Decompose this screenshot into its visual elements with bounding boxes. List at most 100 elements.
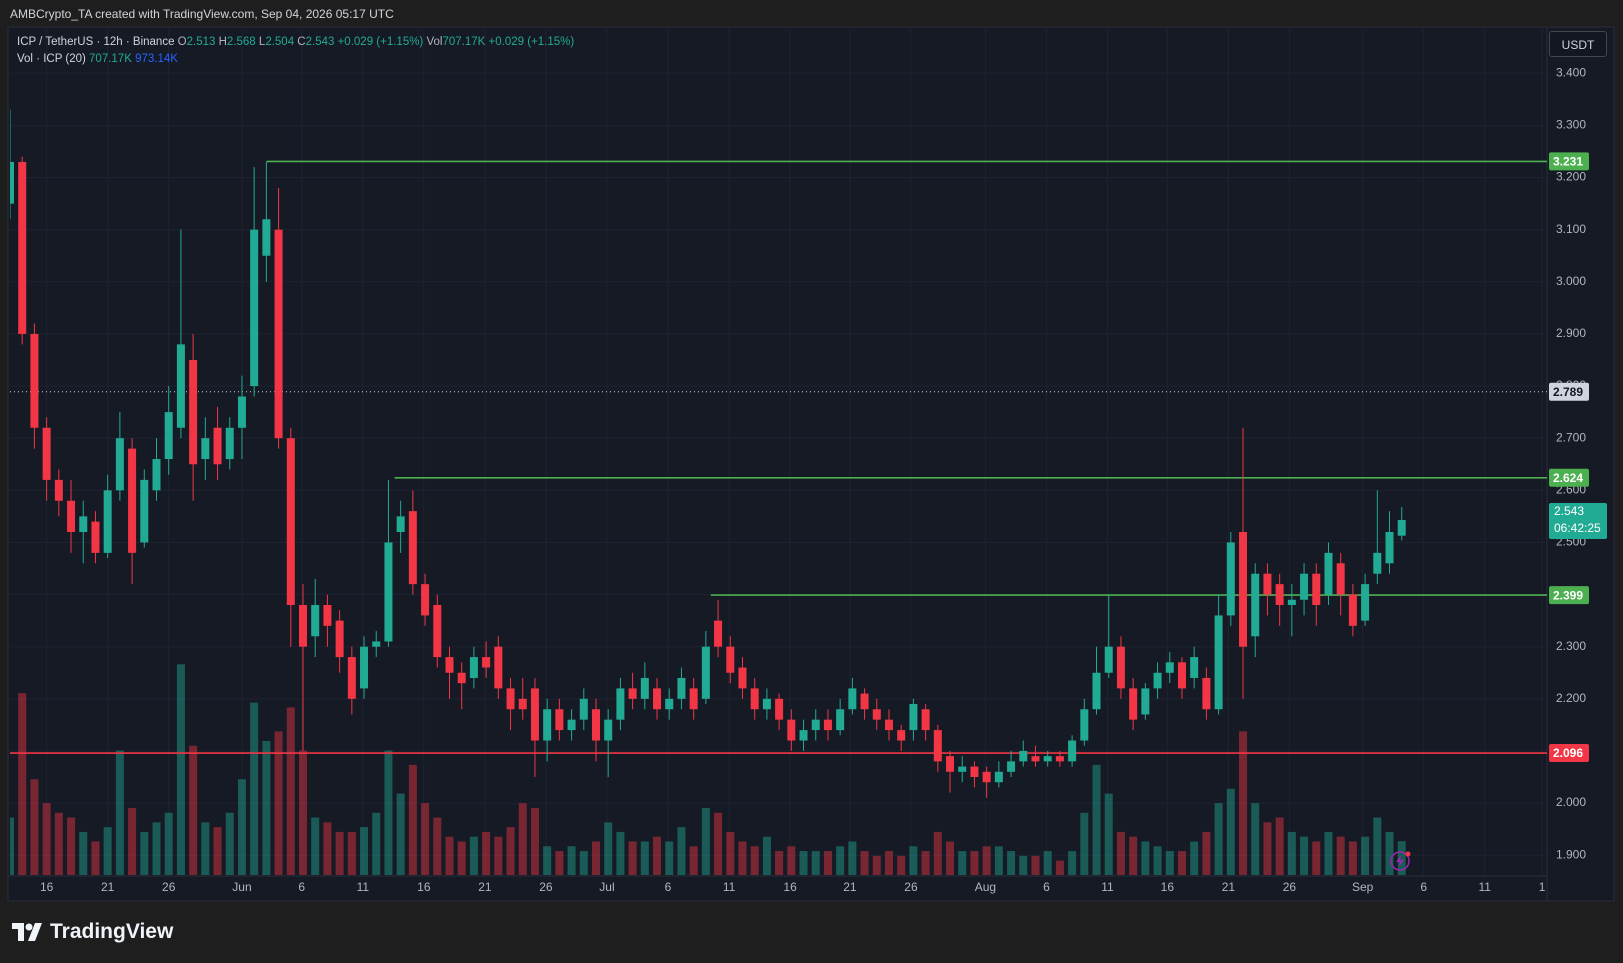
volume-bar <box>1104 793 1113 875</box>
volume-bar <box>543 846 552 875</box>
y-tick-label: 3.000 <box>1556 274 1586 288</box>
candle-body <box>616 688 625 720</box>
countdown: 06:42:25 <box>1554 521 1601 535</box>
y-tick-label: 3.100 <box>1556 222 1586 236</box>
x-tick-label: Sep <box>1352 880 1374 894</box>
price-tag <box>1549 503 1607 540</box>
volume-bar <box>433 817 442 875</box>
price-tag-label: 2.543 <box>1554 504 1584 518</box>
candle-body <box>1007 761 1016 772</box>
candle-body <box>884 719 893 731</box>
volume-bar <box>750 846 759 875</box>
volume-bar <box>1361 836 1370 875</box>
level-tag <box>1549 744 1589 763</box>
currency-button[interactable]: USDT <box>1549 31 1607 57</box>
candle-body <box>1312 573 1321 605</box>
candle-body <box>1177 662 1186 689</box>
volume-bar <box>140 831 149 875</box>
volume-bar <box>714 812 723 875</box>
candle-body <box>860 693 869 710</box>
x-tick-label: 21 <box>101 880 115 894</box>
volume-bar <box>994 846 1003 875</box>
volume-bar <box>30 779 39 875</box>
candle-body <box>750 688 759 710</box>
volume-bar <box>726 831 735 875</box>
candle-body <box>506 688 515 710</box>
candle-body <box>762 698 771 710</box>
level-tag <box>1549 586 1589 605</box>
volume-bar <box>396 793 405 875</box>
candle-body <box>323 604 332 626</box>
brand: TradingView <box>12 920 173 944</box>
h-value: 2.568 <box>226 36 256 48</box>
x-tick-label: 21 <box>1222 880 1236 894</box>
study-ma: 973.14K <box>135 53 178 65</box>
volume-bar <box>591 841 600 875</box>
study: Vol · ICP (20) <box>17 53 86 65</box>
volume-bar <box>1141 841 1150 875</box>
candle-body <box>823 719 832 731</box>
candle-body <box>1239 532 1248 647</box>
candle-body <box>372 641 381 647</box>
candle-body <box>1153 672 1162 689</box>
x-tick-label: 6 <box>298 880 305 894</box>
volume-bar <box>1324 831 1333 875</box>
volume-bar <box>67 817 76 875</box>
candle-body <box>579 698 588 720</box>
volume-bar <box>189 745 198 875</box>
candle-body <box>1080 709 1089 741</box>
volume-bar <box>1239 731 1248 875</box>
candle-body <box>1336 563 1345 595</box>
volume-bar <box>823 851 832 875</box>
candle-body <box>176 344 185 428</box>
y-tick-label: 3.400 <box>1556 65 1586 79</box>
candle-body <box>1385 532 1394 564</box>
volume-bar <box>897 855 906 875</box>
volume-bar <box>225 812 234 875</box>
c-value: 2.543 <box>305 36 335 48</box>
candle-body <box>872 709 881 720</box>
candle-body <box>189 359 198 465</box>
candle-body <box>714 620 723 647</box>
volume-bar <box>10 817 14 875</box>
volume-bar <box>1348 841 1357 875</box>
candle-body <box>18 161 27 334</box>
candle-body <box>408 511 417 585</box>
volume-bar <box>1312 841 1321 875</box>
candle-body <box>1251 573 1260 637</box>
volume-bar <box>616 831 625 875</box>
candle-body <box>1141 688 1150 715</box>
candle-body <box>653 688 662 710</box>
volume-bar <box>518 803 527 875</box>
candle-body <box>1165 662 1174 673</box>
caption: AMBCrypto_TA created with TradingView.co… <box>10 7 394 21</box>
volume-bar <box>982 846 991 875</box>
candle-body <box>445 657 454 673</box>
candle-body <box>140 479 149 543</box>
volume-bar <box>347 831 356 875</box>
vol-change: +0.029 (+1.15%) <box>488 36 575 48</box>
alert-icon[interactable] <box>1390 851 1411 871</box>
volume-bar <box>555 851 564 875</box>
x-tick-label: 16 <box>1161 880 1175 894</box>
volume-bar <box>1190 841 1199 875</box>
candle-body <box>1116 646 1125 689</box>
candle-body <box>946 756 955 772</box>
volume-bar <box>970 851 979 875</box>
volume-bar <box>408 764 417 875</box>
volume-bar <box>1055 860 1064 875</box>
volume-bar <box>286 707 295 875</box>
y-tick-label: 2.200 <box>1556 691 1586 705</box>
candle-body <box>909 704 918 731</box>
volume-bar <box>1007 851 1016 875</box>
volume-bar <box>445 836 454 875</box>
candle-body <box>250 229 259 387</box>
candle-body <box>799 730 808 741</box>
volume-bar <box>787 846 796 875</box>
candle-body <box>1190 657 1199 678</box>
candle-body <box>152 459 161 491</box>
x-tick-label: 26 <box>1283 880 1297 894</box>
candle-body <box>10 161 14 204</box>
candle-body <box>335 620 344 658</box>
